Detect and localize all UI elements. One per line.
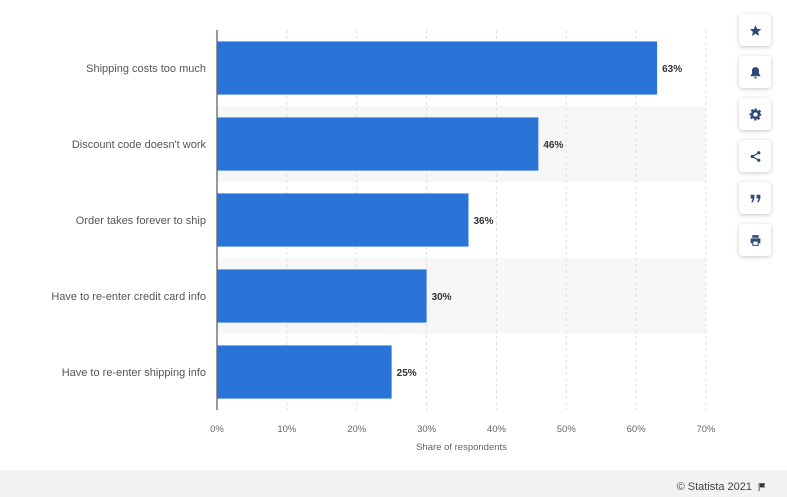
bar[interactable] xyxy=(217,193,469,247)
flag-icon xyxy=(758,482,766,492)
settings-button[interactable] xyxy=(739,98,771,130)
value-label: 63% xyxy=(662,64,682,75)
x-tick-label: 0% xyxy=(210,424,224,435)
value-label: 25% xyxy=(397,368,417,379)
x-tick-label: 60% xyxy=(627,424,647,435)
gear-icon xyxy=(749,108,761,120)
x-tick-label: 70% xyxy=(696,424,716,435)
chart-card: Shipping costs too much 63% Discount code … xyxy=(0,0,787,470)
bar-chart: Shipping costs too much 63% Discount code … xyxy=(51,30,716,453)
bar[interactable] xyxy=(217,269,427,323)
star-icon xyxy=(749,24,761,36)
value-label: 46% xyxy=(543,140,563,151)
bar[interactable] xyxy=(217,41,658,95)
print-icon xyxy=(750,234,760,246)
notification-button[interactable] xyxy=(739,56,771,88)
value-label: 36% xyxy=(473,216,493,227)
bell-icon xyxy=(750,66,760,78)
share-icon xyxy=(750,150,760,162)
x-tick-label: 10% xyxy=(277,424,297,435)
category-label: Order takes forever to ship xyxy=(76,215,206,227)
x-tick-label: 50% xyxy=(557,424,577,435)
share-button[interactable] xyxy=(739,140,771,172)
x-tick-label: 30% xyxy=(417,424,437,435)
cite-button[interactable] xyxy=(739,182,771,214)
value-label: 30% xyxy=(432,292,452,303)
statista-credit[interactable]: © Statista 2021 xyxy=(677,481,767,493)
x-tick-label: 20% xyxy=(347,424,367,435)
category-label: Have to re-enter credit card info xyxy=(51,291,206,303)
bar[interactable] xyxy=(217,117,539,171)
category-label: Discount code doesn't work xyxy=(72,139,207,151)
favorite-button[interactable] xyxy=(739,14,771,46)
side-toolbar xyxy=(739,14,773,256)
print-button[interactable] xyxy=(739,224,771,256)
category-label: Have to re-enter shipping info xyxy=(62,367,206,379)
x-axis-title: Share of respondents xyxy=(416,442,507,453)
x-tick-label: 40% xyxy=(487,424,507,435)
quote-icon xyxy=(750,194,760,202)
credit-text: © Statista 2021 xyxy=(676,481,752,493)
category-label: Shipping costs too much xyxy=(86,63,206,75)
bar[interactable] xyxy=(217,345,392,399)
